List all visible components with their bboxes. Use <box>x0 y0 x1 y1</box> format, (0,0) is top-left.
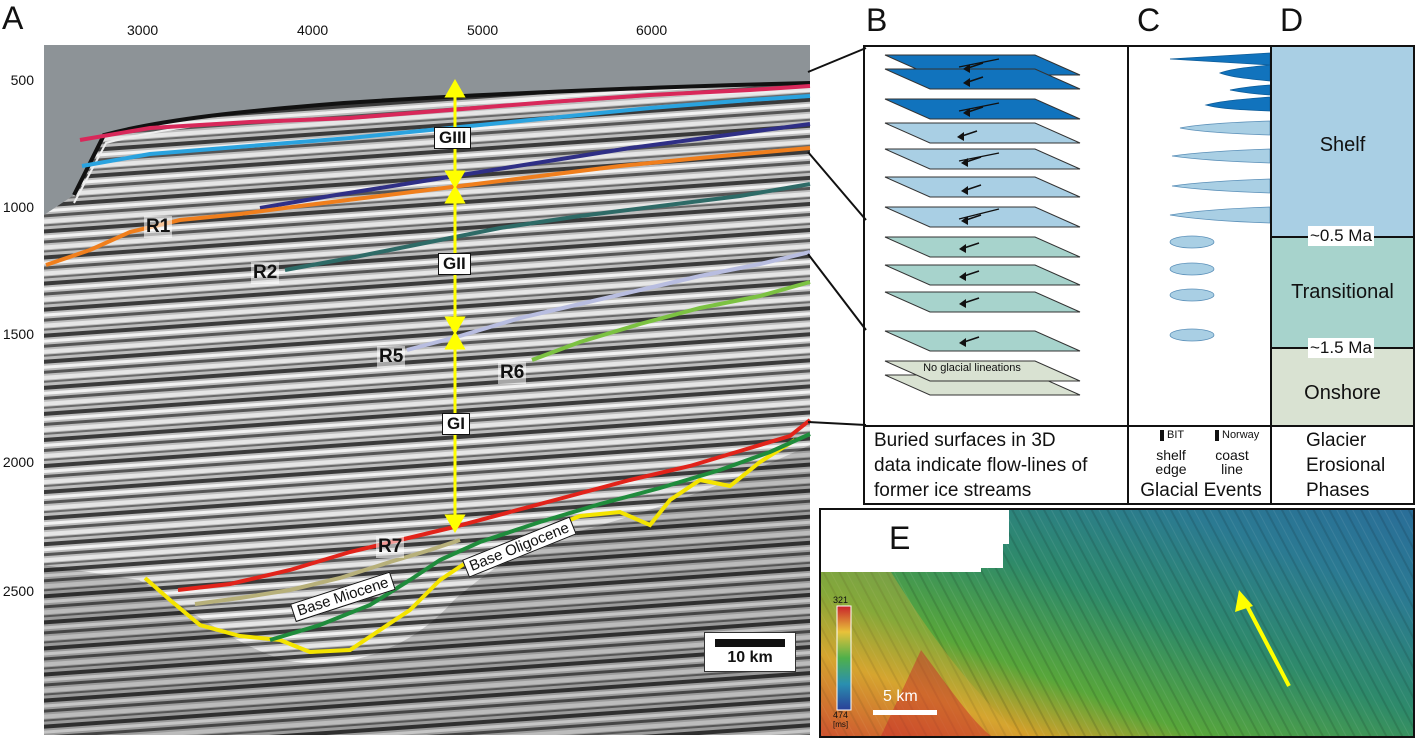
horizon-r1 <box>45 146 811 267</box>
stacked-surfaces <box>884 54 1081 396</box>
shelf-edge-line-2: edge <box>1155 461 1187 477</box>
phase-label-onshore: Onshore <box>1304 382 1381 404</box>
horizon-r6 <box>531 280 811 362</box>
age-label-05: ~0.5 Ma <box>1308 226 1374 246</box>
y-tick: 2500 <box>2 583 34 599</box>
horizon-r7 <box>177 418 812 592</box>
unit-label-giii: GIII <box>434 127 472 149</box>
norway-label: Norway <box>1222 429 1260 441</box>
panel-d-caption-line-2: Erosional <box>1306 455 1386 476</box>
phase-transitional-block <box>1272 237 1413 348</box>
y-tick: 1500 <box>2 326 34 342</box>
coast-line-line-1: coast <box>1215 447 1249 463</box>
x-tick: 4000 <box>297 22 329 38</box>
scale-bar-box: 10 km <box>704 632 796 672</box>
norway-marker-icon <box>1215 430 1219 441</box>
panel-letter-d: D <box>1280 2 1304 38</box>
panel-letter-c: C <box>1137 2 1161 38</box>
map-scale-label: 5 km <box>883 688 918 705</box>
shelf-edge-line-1: shelf <box>1156 447 1186 463</box>
horizon-pink <box>79 84 811 142</box>
phase-label-shelf: Shelf <box>1319 134 1366 156</box>
reflector-label-r7: R7 <box>376 536 405 558</box>
bit-marker-icon <box>1160 430 1164 441</box>
colorbar-bottom-label: 474 <box>833 710 849 720</box>
panel-e-frame: E 321 474 [ms] 5 km <box>819 508 1415 738</box>
bit-label: BIT <box>1167 429 1185 441</box>
horizon-r2 <box>284 182 811 272</box>
panel-c-caption: Glacial Events <box>1140 480 1262 501</box>
coast-line-line-2: line <box>1221 461 1243 477</box>
x-tick: 3000 <box>127 22 159 38</box>
panel-letter-a: A <box>2 0 24 36</box>
y-tick: 500 <box>10 72 34 88</box>
y-tick: 2000 <box>2 454 34 470</box>
phase-onshore-block <box>1272 348 1413 425</box>
horizon-r5 <box>406 250 811 352</box>
phase-label-transitional: Transitional <box>1291 281 1394 303</box>
panel-b-caption-line-2: data indicate flow-lines of <box>874 455 1088 476</box>
horizon-base-yellow <box>143 438 797 655</box>
connector-lines <box>807 47 867 426</box>
panel-b-caption-line-1: Buried surfaces in 3D <box>874 430 1056 451</box>
horizon-base-oligocene <box>269 432 811 642</box>
x-tick: 6000 <box>636 22 668 38</box>
reflector-label-r6: R6 <box>498 362 527 384</box>
panel-letter-b: B <box>866 2 888 38</box>
age-label-15: ~1.5 Ma <box>1308 338 1374 358</box>
colorbar-top-label: 321 <box>833 595 849 605</box>
divider-bc <box>1127 45 1129 505</box>
x-tick: 5000 <box>467 22 499 38</box>
scale-bar-label: 10 km <box>727 649 773 666</box>
scale-bar <box>715 639 785 647</box>
reflector-label-r5: R5 <box>377 346 406 368</box>
panel-d-caption-line-1: Glacier <box>1306 430 1367 451</box>
y-tick: 1000 <box>2 199 34 215</box>
panel-b-caption-line-3: former ice streams <box>874 480 1032 501</box>
colorbar-unit-label: [ms] <box>833 720 849 729</box>
divider-cd <box>1270 45 1272 505</box>
reflector-label-r2: R2 <box>251 262 280 284</box>
unit-label-gi: GI <box>442 413 470 435</box>
phase-shelf-block <box>1272 47 1413 237</box>
reflector-label-r1: R1 <box>144 216 173 238</box>
unit-label-gii: GII <box>438 253 471 275</box>
divider-caption <box>863 425 1415 427</box>
glacial-events-graphic <box>1169 52 1270 342</box>
horizon-purple <box>259 122 811 210</box>
horizon-overlay <box>45 78 812 655</box>
panel-bcd-frame <box>863 45 1415 505</box>
panel-d-caption-line-3: Phases <box>1306 480 1370 501</box>
panel-letter-e: E <box>889 520 911 556</box>
seafloor-map <box>821 510 1413 736</box>
horizon-base-miocene <box>194 538 461 606</box>
no-glacial-lineations-label: No glacial lineations <box>923 362 1021 374</box>
